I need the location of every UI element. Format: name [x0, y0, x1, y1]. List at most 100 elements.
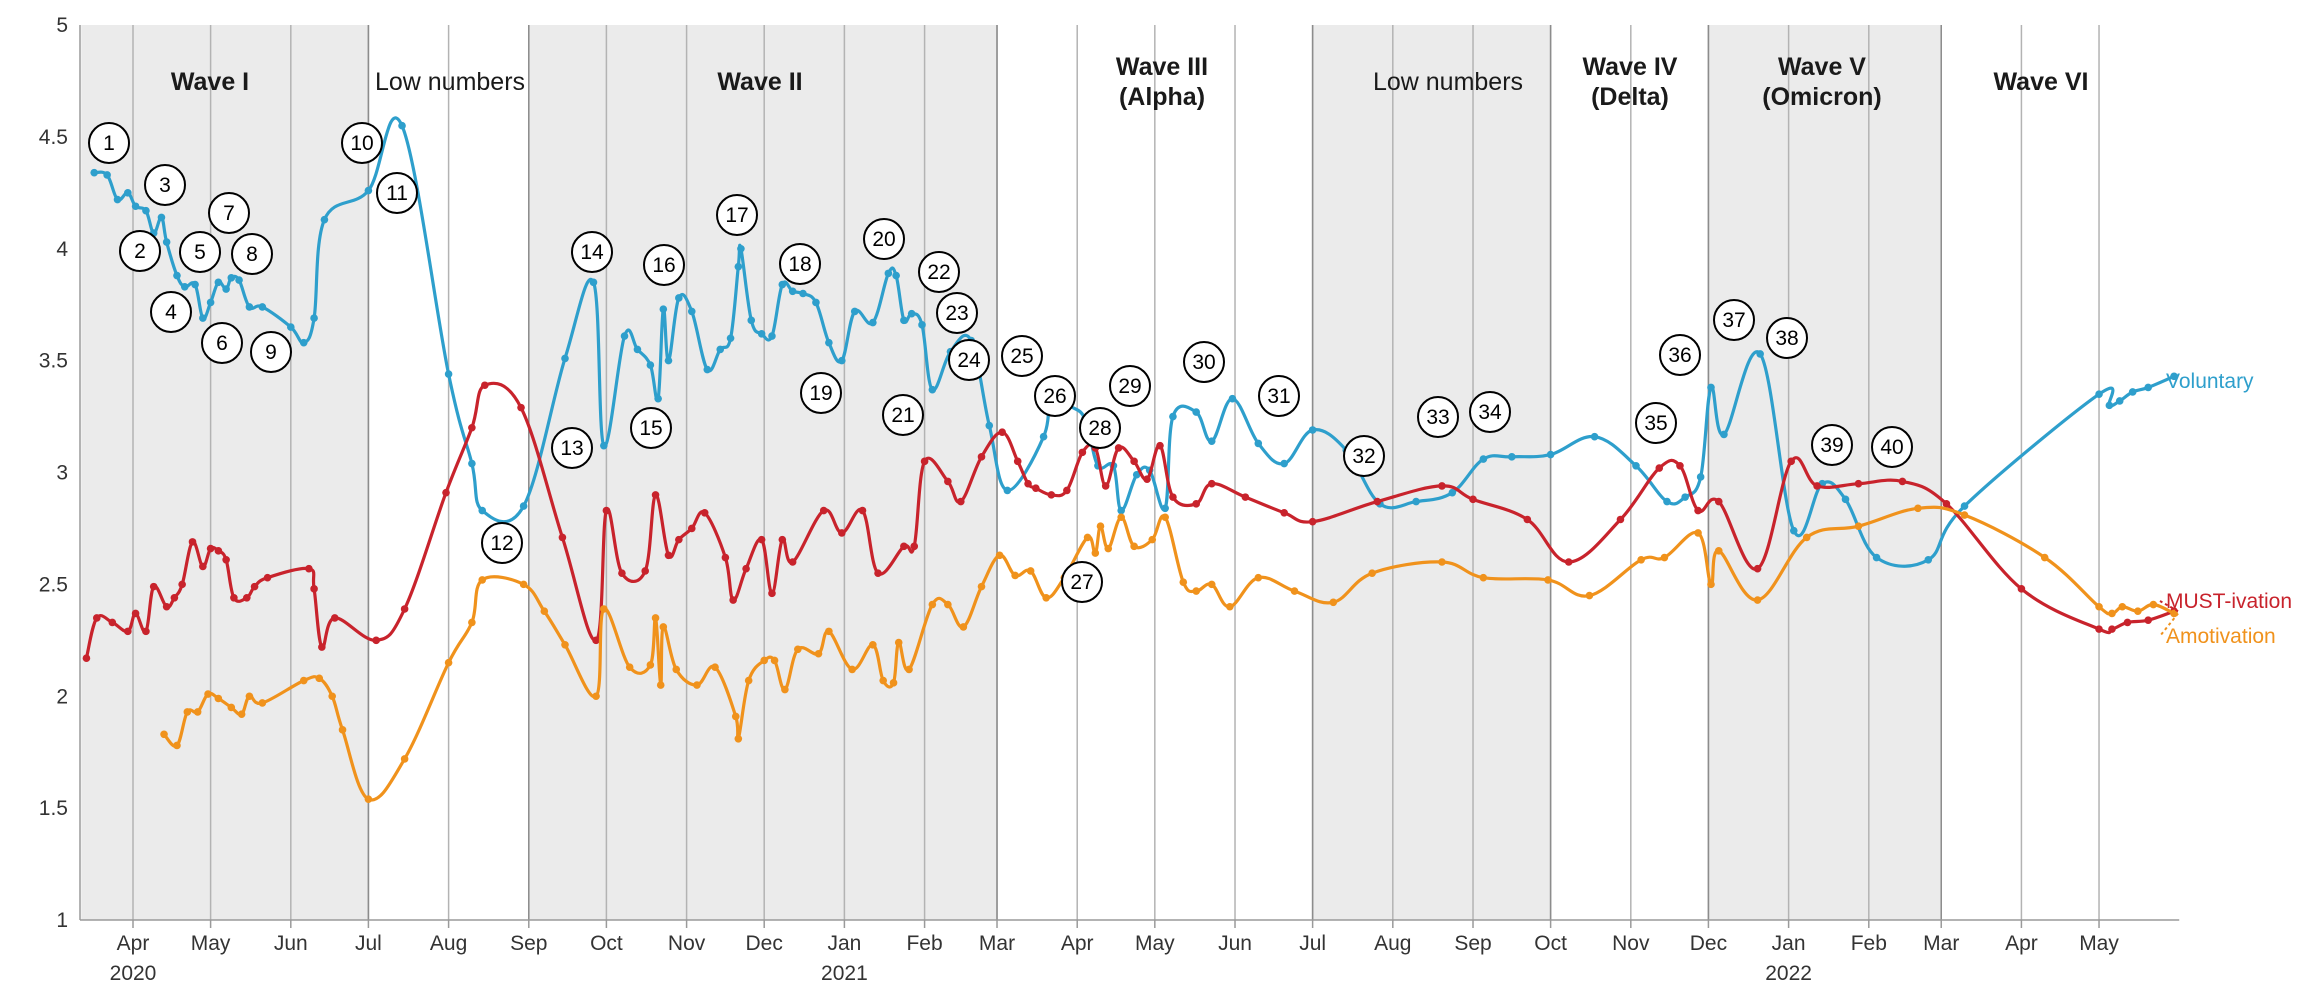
amotivation-data-point: [227, 703, 236, 712]
voluntary-data-point: [600, 441, 608, 450]
x-tick-label: Jun: [274, 932, 308, 955]
must-ivation-data-point: [910, 542, 919, 551]
must-ivation-data-point: [1616, 515, 1625, 524]
must-ivation-data-point: [1207, 479, 1216, 488]
event-marker-number: 30: [1192, 351, 1215, 374]
event-marker-circle: [779, 243, 821, 285]
must-ivation-data-point: [900, 542, 908, 551]
event-marker-10: 10: [341, 122, 383, 164]
amotivation-data-point: [2108, 609, 2116, 618]
voluntary-data-point: [310, 314, 318, 322]
must-ivation-data-point: [618, 569, 626, 577]
voluntary-data-point: [1632, 461, 1640, 470]
must-ivation-data-point: [729, 596, 737, 604]
series-labels: Voluntary MUST-ivation Amotivation: [2159, 370, 2292, 648]
amotivation-data-point: [1192, 587, 1201, 595]
voluntary-data-point: [444, 370, 453, 378]
voluntary-data-point: [675, 294, 683, 302]
voluntary-data-point: [1707, 383, 1715, 392]
amotivation-data-point: [711, 663, 719, 671]
event-marker-8: 8: [231, 233, 273, 275]
must-ivation-data-point: [2017, 585, 2026, 593]
x-tick-label: Jul: [1299, 932, 1326, 955]
event-marker-number: 6: [216, 332, 228, 355]
must-ivation-data-point: [920, 457, 929, 466]
event-marker-number: 28: [1088, 417, 1111, 440]
amotivation-data-point: [928, 600, 937, 609]
amotivation-data-point: [444, 658, 453, 667]
event-marker-number: 16: [652, 254, 675, 277]
amotivation-data-point: [781, 685, 789, 694]
event-marker-1: 1: [88, 122, 130, 164]
event-marker-19: 19: [800, 372, 842, 414]
event-marker-number: 18: [788, 253, 811, 276]
period-label-4: Wave III (Alpha): [1116, 53, 1208, 111]
event-marker-39: 39: [1811, 424, 1853, 466]
voluntary-data-point: [1508, 453, 1516, 461]
amotivation-data-point: [1148, 535, 1157, 544]
event-marker-number: 25: [1010, 345, 1033, 368]
event-marker-circle: [231, 233, 273, 275]
x-tick-label: Nov: [1612, 932, 1650, 955]
must-ivation-data-point: [700, 508, 709, 517]
amotivation-data-point: [894, 638, 903, 647]
event-marker-number: 40: [1880, 436, 1903, 459]
must-ivation-series-label: MUST-ivation: [2166, 590, 2292, 613]
amotivation-data-point: [2095, 602, 2103, 611]
voluntary-data-point: [2170, 372, 2178, 381]
must-ivation-data-point: [1192, 500, 1201, 508]
must-ivation-data-point: [874, 569, 882, 577]
voluntary-data-point: [1161, 504, 1169, 513]
period-label-1: Wave I: [171, 68, 249, 96]
voluntary-data-point: [199, 314, 207, 322]
amotivation-data-point: [1585, 591, 1594, 600]
event-marker-circle: [1635, 402, 1677, 444]
must-ivation-data-point: [170, 594, 179, 602]
amotivation-data-point: [848, 665, 856, 674]
voluntary-data-point: [620, 332, 629, 340]
event-marker-number: 38: [1775, 327, 1798, 350]
event-marker-number: 5: [194, 241, 206, 264]
event-marker-number: 26: [1043, 385, 1066, 408]
event-marker-9: 9: [250, 331, 292, 373]
voluntary-data-point: [869, 318, 877, 327]
event-marker-22: 22: [918, 251, 960, 293]
must-ivation-data-point: [977, 453, 986, 461]
must-ivation-data-point: [442, 488, 450, 497]
event-marker-18: 18: [779, 243, 821, 285]
x-tick-label: Feb: [1851, 932, 1887, 955]
must-ivation-data-point: [400, 605, 409, 613]
amotivation-data-point: [1854, 522, 1863, 530]
amotivation-data-point: [2040, 553, 2049, 562]
x-tick-label: Mar: [1923, 932, 1959, 955]
amotivation-data-point: [1117, 513, 1125, 522]
must-ivation-data-point: [1101, 482, 1110, 490]
period-labels: Wave I Low numbers Wave II Wave III (Alpha) L…: [171, 53, 2089, 111]
amotivation-data-point: [1104, 544, 1113, 553]
event-marker-number: 2: [134, 240, 146, 263]
event-marker-circle: [863, 218, 905, 260]
event-marker-circle: [150, 291, 192, 333]
must-ivation-data-point: [214, 547, 223, 555]
event-marker-23: 23: [936, 292, 978, 334]
voluntary-data-point: [142, 206, 150, 215]
must-ivation-data-point: [142, 627, 150, 636]
event-marker-number: 10: [350, 132, 373, 155]
amotivation-data-point: [315, 674, 324, 683]
voluntary-data-point: [687, 307, 696, 316]
must-ivation-data-point: [651, 491, 660, 499]
amotivation-data-point: [794, 645, 802, 654]
must-ivation-data-point: [1373, 497, 1382, 506]
voluntary-data-point: [364, 186, 373, 195]
period-label-8: Wave VI: [1994, 68, 2089, 96]
x-tick-label: Nov: [668, 932, 706, 955]
voluntary-data-point: [1546, 450, 1555, 459]
amotivation-data-point: [825, 627, 833, 636]
amotivation-data-point: [977, 582, 986, 591]
amotivation-data-point: [770, 656, 779, 665]
must-ivation-data-point: [108, 618, 117, 627]
amotivation-data-point: [183, 708, 192, 716]
event-marker-circle: [948, 339, 990, 381]
must-ivation-data-point: [1655, 464, 1664, 472]
